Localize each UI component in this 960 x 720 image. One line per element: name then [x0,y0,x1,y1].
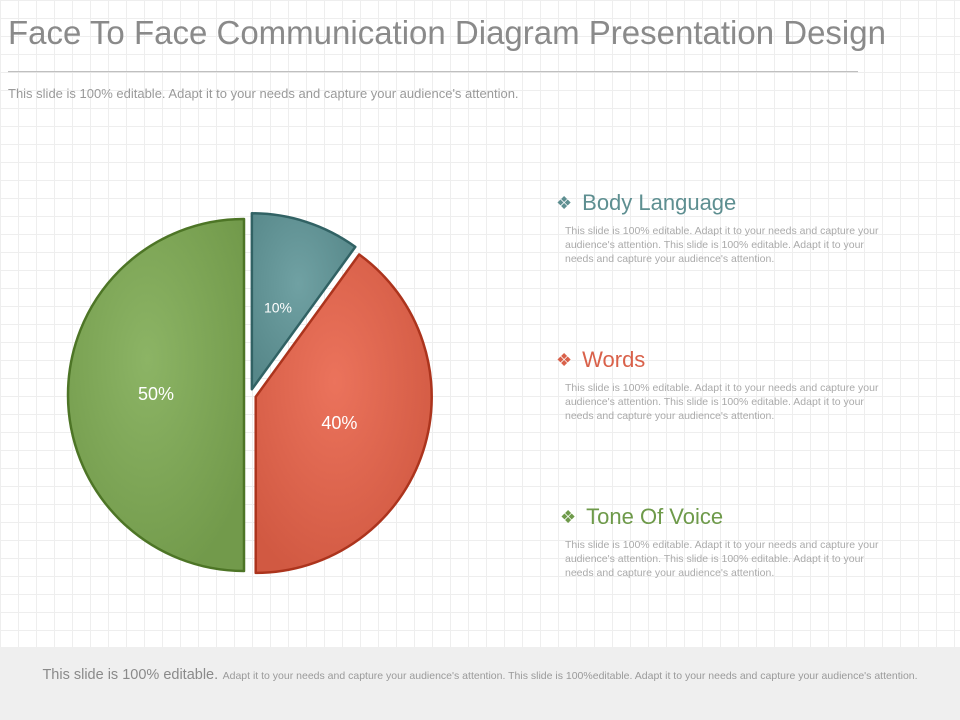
legend-label: Tone Of Voice [586,504,724,529]
diamond-bullet-icon: ❖ [560,507,577,527]
pie-value-label: 40% [321,413,357,433]
pie-chart: 10% 40% 50% [55,200,445,590]
legend-label: Body Language [582,190,737,215]
legend-label: Words [582,347,646,372]
footer-lead-text: This slide is 100% editable. [42,667,219,683]
title-divider [8,71,858,72]
pie-value-label: 10% [264,300,292,316]
legend-description: This slide is 100% editable. Adapt it to… [565,539,879,579]
pie-slice-body-language [250,212,357,391]
pie-slice-words [254,253,433,575]
pie-value-label: 50% [138,384,174,404]
slide-title: Face To Face Communication Diagram Prese… [8,14,886,51]
legend-item-words: ❖ Words This slide is 100% editable. Ada… [556,347,896,423]
slide-subtitle: This slide is 100% editable. Adapt it to… [8,86,519,101]
legend-item-tone-of-voice: ❖ Tone Of Voice This slide is 100% edita… [560,504,900,580]
footer-note: This slide is 100% editable. Adapt it to… [0,647,960,720]
legend-description: This slide is 100% editable. Adapt it to… [565,225,879,265]
pie-chart-svg: 10% 40% 50% [66,212,433,575]
legend-item-body-language: ❖ Body Language This slide is 100% edita… [556,190,896,266]
pie-slice-tone-of-voice [66,217,246,573]
legend-description: This slide is 100% editable. Adapt it to… [565,382,879,422]
diamond-bullet-icon: ❖ [556,193,573,213]
footer-body-text: Adapt it to your needs and capture your … [222,670,918,682]
diamond-bullet-icon: ❖ [556,350,573,370]
